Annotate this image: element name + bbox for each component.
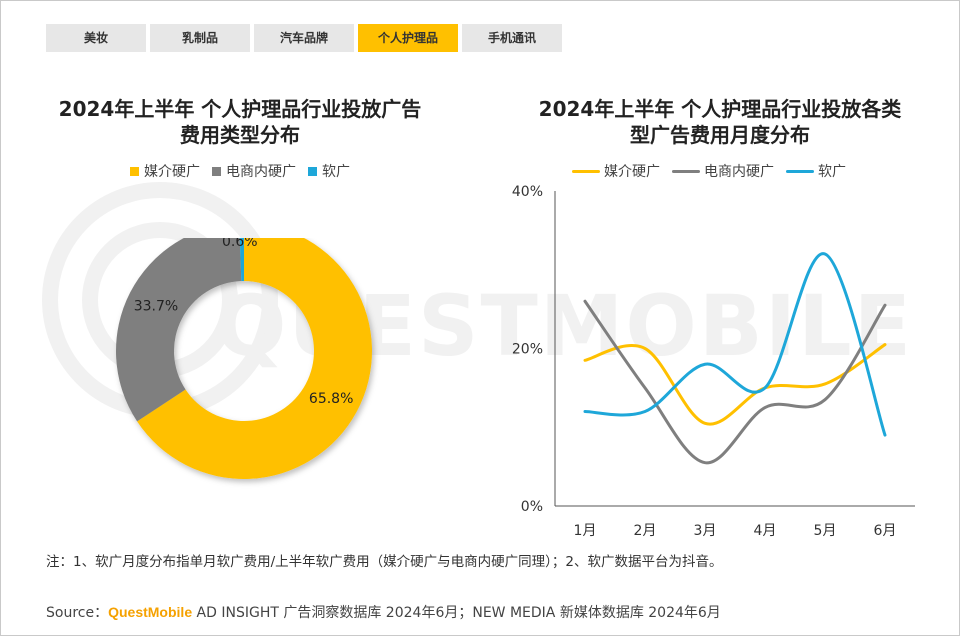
donut-label-media: 65.8% — [309, 391, 353, 407]
donut-label-ecommerce: 33.7% — [134, 299, 178, 315]
source-line: Source：QuestMobile AD INSIGHT 广告洞察数据库 20… — [46, 602, 721, 622]
donut-slice-soft — [239, 238, 244, 282]
donut-title-line1: 2024年上半年 个人护理品行业投放广告 — [58, 97, 422, 121]
source-text: AD INSIGHT 广告洞察数据库 2024年6月；NEW MEDIA 新媒体… — [192, 605, 721, 621]
x-tick-label: 4月 — [754, 523, 777, 539]
tab-beauty[interactable]: 美妆 — [46, 24, 146, 52]
y-tick-label: 0% — [521, 499, 543, 515]
tab-auto[interactable]: 汽车品牌 — [254, 24, 354, 52]
donut-slices — [115, 238, 372, 479]
legend-swatch-soft — [308, 166, 317, 176]
category-tabs: 美妆 乳制品 汽车品牌 个人护理品 手机通讯 — [46, 24, 562, 52]
legend-label-soft: 软广 — [322, 164, 350, 180]
donut-chart: 65.8% 33.7% 0.6% — [115, 238, 372, 479]
legend-label-ecommerce: 电商内硬广 — [226, 164, 296, 180]
legend-label-media-line: 媒介硬广 — [604, 164, 660, 180]
x-tick-label: 3月 — [694, 523, 717, 539]
line-chart: 0% 20% 40% 1月 2月 3月 4月 5月 6月 — [512, 184, 915, 539]
legend-item-soft: 软广 — [308, 161, 350, 181]
line-legend: 媒介硬广 电商内硬广 软广 — [572, 161, 858, 181]
legend-label-soft-line: 软广 — [818, 164, 846, 180]
tab-dairy[interactable]: 乳制品 — [150, 24, 250, 52]
tab-mobile[interactable]: 手机通讯 — [462, 24, 562, 52]
legend-item-ecommerce-line: 电商内硬广 — [672, 161, 774, 181]
legend-line-media — [572, 169, 600, 173]
line-chart-title: 2024年上半年 个人护理品行业投放各类 型广告费用月度分布 — [500, 96, 940, 148]
legend-line-soft — [786, 169, 814, 173]
y-tick-label: 20% — [512, 342, 543, 358]
legend-swatch-media — [130, 166, 139, 176]
donut-title-line2: 费用类型分布 — [180, 123, 300, 147]
tab-personal-care[interactable]: 个人护理品 — [358, 24, 458, 52]
donut-slice-media — [137, 238, 372, 479]
x-tick-label: 6月 — [874, 523, 897, 539]
legend-item-soft-line: 软广 — [786, 161, 846, 181]
donut-chart-title: 2024年上半年 个人护理品行业投放广告 费用类型分布 — [30, 96, 450, 148]
x-tick-label: 1月 — [574, 523, 597, 539]
legend-swatch-ecommerce — [212, 166, 221, 176]
x-tick-label: 5月 — [814, 523, 837, 539]
source-prefix: Source： — [46, 605, 109, 621]
y-tick-label: 40% — [512, 184, 543, 200]
line-title-line2: 型广告费用月度分布 — [630, 123, 810, 147]
series-line-media — [583, 343, 887, 426]
line-title-line1: 2024年上半年 个人护理品行业投放各类 — [538, 97, 902, 121]
legend-label-ecommerce-line: 电商内硬广 — [704, 164, 774, 180]
legend-item-media: 媒介硬广 — [130, 161, 200, 181]
legend-item-media-line: 媒介硬广 — [572, 161, 660, 181]
footnote: 注：1、软广月度分布指单月软广费用/上半年软广费用（媒介硬广与电商内硬广同理）；… — [46, 554, 723, 570]
series-line-ecommerce — [583, 299, 887, 465]
legend-label-media: 媒介硬广 — [144, 164, 200, 180]
source-brand: QuestMobile — [108, 604, 193, 620]
legend-line-ecommerce — [672, 169, 700, 173]
x-tick-label: 2月 — [634, 523, 657, 539]
series-line-soft — [583, 252, 887, 437]
donut-label-soft: 0.6% — [222, 238, 258, 250]
legend-item-ecommerce: 电商内硬广 — [212, 161, 296, 181]
donut-legend: 媒介硬广 电商内硬广 软广 — [130, 161, 362, 181]
donut-slice-ecommerce — [115, 238, 242, 422]
